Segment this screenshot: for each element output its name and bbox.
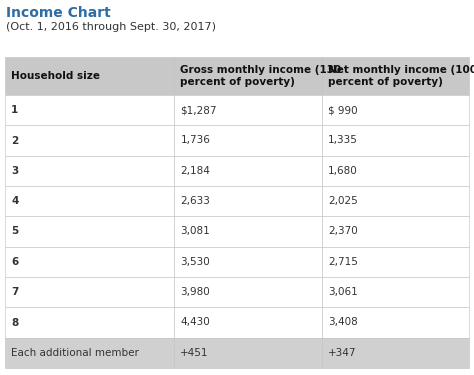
Text: 7: 7 xyxy=(11,287,18,297)
Bar xyxy=(322,95,469,125)
Text: 2,715: 2,715 xyxy=(328,257,358,267)
Bar xyxy=(322,338,469,368)
Bar xyxy=(322,216,469,247)
Bar xyxy=(5,186,174,216)
Bar xyxy=(322,247,469,277)
Bar xyxy=(322,186,469,216)
Text: 5: 5 xyxy=(11,226,18,237)
Bar xyxy=(322,125,469,156)
Text: 1,736: 1,736 xyxy=(181,135,210,146)
Text: 2,370: 2,370 xyxy=(328,226,358,237)
Bar xyxy=(322,308,469,338)
Bar xyxy=(174,247,322,277)
Bar xyxy=(174,125,322,156)
Text: 2: 2 xyxy=(11,135,18,146)
Text: Gross monthly income (130
percent of poverty): Gross monthly income (130 percent of pov… xyxy=(181,65,342,87)
Text: 3,061: 3,061 xyxy=(328,287,358,297)
Text: 2,633: 2,633 xyxy=(181,196,210,206)
Bar xyxy=(5,277,174,308)
Bar xyxy=(174,216,322,247)
Text: 8: 8 xyxy=(11,318,18,327)
Text: 2,025: 2,025 xyxy=(328,196,358,206)
Bar xyxy=(322,277,469,308)
Bar xyxy=(174,95,322,125)
Bar xyxy=(174,277,322,308)
Text: 1,335: 1,335 xyxy=(328,135,358,146)
Text: Net monthly income (100
percent of poverty): Net monthly income (100 percent of pover… xyxy=(328,65,474,87)
Text: +347: +347 xyxy=(328,348,356,358)
Text: 1,680: 1,680 xyxy=(328,166,358,176)
Text: 3: 3 xyxy=(11,166,18,176)
Text: 2,184: 2,184 xyxy=(181,166,210,176)
Bar xyxy=(174,186,322,216)
Text: 3,980: 3,980 xyxy=(181,287,210,297)
Bar xyxy=(174,338,322,368)
Bar xyxy=(5,308,174,338)
Text: Income Chart: Income Chart xyxy=(6,6,111,20)
Text: 3,530: 3,530 xyxy=(181,257,210,267)
Text: Household size: Household size xyxy=(11,71,100,81)
Text: +451: +451 xyxy=(181,348,209,358)
Text: 3,408: 3,408 xyxy=(328,318,358,327)
Bar xyxy=(322,57,469,95)
Bar xyxy=(5,338,174,368)
Bar xyxy=(322,156,469,186)
Text: 4,430: 4,430 xyxy=(181,318,210,327)
Bar xyxy=(5,156,174,186)
Text: 3,081: 3,081 xyxy=(181,226,210,237)
Bar xyxy=(174,57,322,95)
Bar xyxy=(5,57,174,95)
Text: $1,287: $1,287 xyxy=(181,105,217,115)
Text: 4: 4 xyxy=(11,196,18,206)
Bar xyxy=(5,216,174,247)
Bar xyxy=(5,247,174,277)
Text: Each additional member: Each additional member xyxy=(11,348,139,358)
Text: (Oct. 1, 2016 through Sept. 30, 2017): (Oct. 1, 2016 through Sept. 30, 2017) xyxy=(6,22,216,32)
Bar xyxy=(5,125,174,156)
Bar xyxy=(174,308,322,338)
Text: 6: 6 xyxy=(11,257,18,267)
Bar xyxy=(5,95,174,125)
Text: $ 990: $ 990 xyxy=(328,105,357,115)
Bar xyxy=(174,156,322,186)
Text: 1: 1 xyxy=(11,105,18,115)
